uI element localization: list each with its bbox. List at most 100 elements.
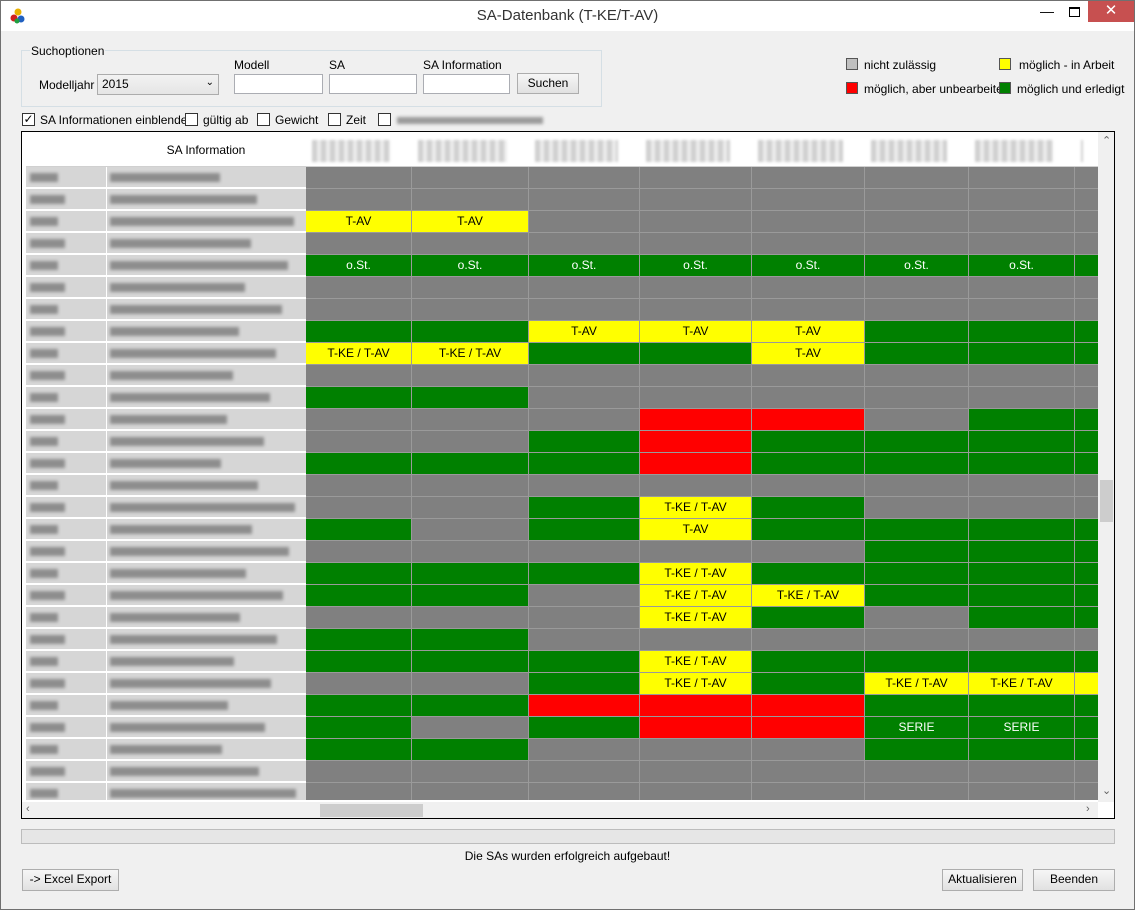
grid-cell[interactable] bbox=[752, 277, 865, 299]
grid-cell[interactable] bbox=[865, 167, 969, 189]
grid-cell[interactable] bbox=[306, 673, 412, 695]
grid-cell[interactable] bbox=[306, 365, 412, 387]
grid-cell[interactable] bbox=[752, 409, 865, 431]
grid-cell[interactable] bbox=[752, 607, 865, 629]
grid-cell[interactable] bbox=[865, 783, 969, 800]
grid-cell[interactable]: o.St. bbox=[752, 255, 865, 277]
grid-cell[interactable] bbox=[306, 409, 412, 431]
grid-cell[interactable] bbox=[640, 431, 752, 453]
grid-cell[interactable] bbox=[529, 761, 640, 783]
grid-cell[interactable] bbox=[969, 277, 1075, 299]
grid-cell[interactable] bbox=[969, 783, 1075, 800]
grid-cell[interactable] bbox=[1075, 365, 1098, 387]
grid-cell[interactable] bbox=[640, 277, 752, 299]
grid-cell[interactable] bbox=[529, 343, 640, 365]
grid-cell[interactable] bbox=[865, 739, 969, 761]
grid-cell[interactable] bbox=[865, 651, 969, 673]
grid-cell[interactable] bbox=[969, 761, 1075, 783]
grid-cell[interactable] bbox=[306, 585, 412, 607]
grid-cell[interactable] bbox=[306, 629, 412, 651]
show-sa-info-checkbox[interactable]: ✓ bbox=[22, 112, 35, 126]
grid-cell[interactable]: T-KE / T-AV bbox=[865, 673, 969, 695]
grid-cell[interactable] bbox=[412, 453, 529, 475]
grid-cell[interactable] bbox=[412, 409, 529, 431]
grid-cell[interactable] bbox=[969, 695, 1075, 717]
grid-cell[interactable] bbox=[1075, 629, 1098, 651]
grid-cell[interactable] bbox=[640, 409, 752, 431]
grid-cell[interactable] bbox=[1075, 519, 1098, 541]
grid-cell[interactable] bbox=[1075, 563, 1098, 585]
grid-cell[interactable] bbox=[969, 475, 1075, 497]
refresh-button[interactable]: Aktualisieren bbox=[942, 869, 1023, 891]
sa-grid[interactable]: SA Information T-AV T-AV o.St. o.St. o.St. o.… bbox=[21, 131, 1115, 819]
grid-cell[interactable] bbox=[306, 695, 412, 717]
grid-cell[interactable] bbox=[865, 629, 969, 651]
grid-cell[interactable] bbox=[969, 409, 1075, 431]
table-row-header[interactable] bbox=[26, 189, 306, 210]
grid-cell[interactable] bbox=[1075, 431, 1098, 453]
grid-cell[interactable]: T-AV bbox=[529, 321, 640, 343]
grid-cell[interactable] bbox=[412, 563, 529, 585]
grid-cell[interactable] bbox=[969, 585, 1075, 607]
grid-cell[interactable] bbox=[969, 343, 1075, 365]
grid-cell[interactable] bbox=[865, 365, 969, 387]
grid-cell[interactable] bbox=[306, 277, 412, 299]
time-checkbox[interactable] bbox=[328, 113, 341, 126]
table-row-header[interactable] bbox=[26, 695, 306, 716]
grid-cell[interactable] bbox=[752, 519, 865, 541]
grid-cell[interactable] bbox=[412, 717, 529, 739]
grid-cell[interactable] bbox=[306, 299, 412, 321]
table-row-header[interactable] bbox=[26, 255, 306, 276]
grid-cell[interactable] bbox=[306, 519, 412, 541]
grid-cell[interactable] bbox=[752, 431, 865, 453]
grid-cell[interactable] bbox=[412, 695, 529, 717]
grid-cell[interactable] bbox=[752, 387, 865, 409]
grid-cell[interactable] bbox=[529, 739, 640, 761]
grid-cell[interactable] bbox=[529, 365, 640, 387]
sa-input[interactable] bbox=[329, 74, 417, 94]
table-row-header[interactable] bbox=[26, 431, 306, 452]
table-row-header[interactable] bbox=[26, 519, 306, 540]
grid-cell[interactable] bbox=[865, 519, 969, 541]
grid-header-column[interactable] bbox=[412, 134, 529, 167]
grid-cell[interactable] bbox=[412, 189, 529, 211]
grid-cell[interactable] bbox=[969, 431, 1075, 453]
weight-checkbox[interactable] bbox=[257, 113, 270, 126]
grid-cell[interactable] bbox=[969, 519, 1075, 541]
grid-cell[interactable] bbox=[1075, 167, 1098, 189]
grid-cell[interactable] bbox=[865, 761, 969, 783]
grid-cell[interactable] bbox=[306, 563, 412, 585]
grid-cell[interactable] bbox=[865, 211, 969, 233]
grid-cell[interactable] bbox=[752, 651, 865, 673]
grid-cell[interactable] bbox=[529, 167, 640, 189]
grid-cell[interactable] bbox=[752, 453, 865, 475]
grid-cell[interactable] bbox=[969, 629, 1075, 651]
grid-cell[interactable] bbox=[969, 563, 1075, 585]
grid-cell[interactable] bbox=[752, 167, 865, 189]
table-row-header[interactable] bbox=[26, 387, 306, 408]
table-row-header[interactable] bbox=[26, 211, 306, 232]
grid-cell[interactable] bbox=[529, 497, 640, 519]
grid-cell[interactable] bbox=[306, 321, 412, 343]
modelljahr-select[interactable]: 2015 ⌄ bbox=[97, 74, 219, 95]
grid-cell[interactable] bbox=[969, 541, 1075, 563]
grid-cell[interactable] bbox=[529, 277, 640, 299]
grid-header-column[interactable] bbox=[969, 134, 1075, 167]
grid-cell[interactable] bbox=[306, 431, 412, 453]
grid-cell[interactable] bbox=[865, 585, 969, 607]
grid-cell[interactable]: o.St. bbox=[529, 255, 640, 277]
grid-header-column[interactable] bbox=[865, 134, 969, 167]
table-row-header[interactable] bbox=[26, 277, 306, 298]
grid-cell[interactable] bbox=[752, 365, 865, 387]
grid-cell[interactable] bbox=[640, 233, 752, 255]
table-row-header[interactable] bbox=[26, 607, 306, 628]
grid-cell[interactable] bbox=[865, 453, 969, 475]
grid-cell[interactable] bbox=[752, 563, 865, 585]
grid-cell[interactable] bbox=[640, 343, 752, 365]
grid-cell[interactable] bbox=[969, 387, 1075, 409]
grid-cell[interactable] bbox=[969, 453, 1075, 475]
grid-cell[interactable] bbox=[969, 233, 1075, 255]
grid-cell[interactable] bbox=[529, 651, 640, 673]
excel-export-button[interactable]: -> Excel Export bbox=[22, 869, 119, 891]
grid-cell[interactable] bbox=[640, 189, 752, 211]
